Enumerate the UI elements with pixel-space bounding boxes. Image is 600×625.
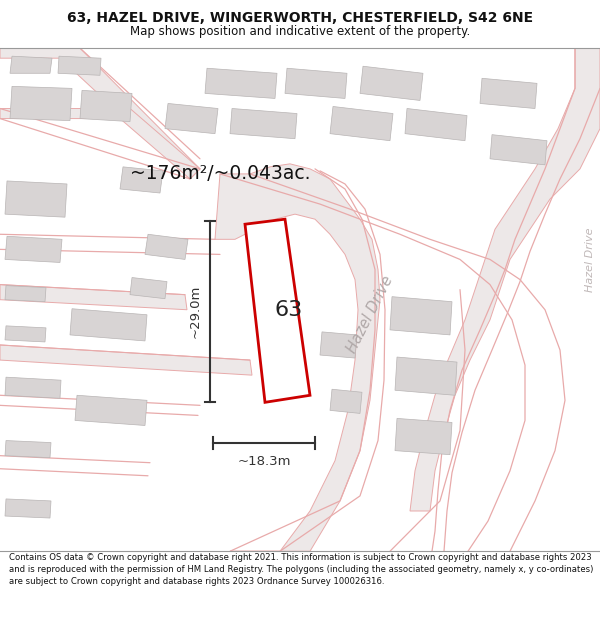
Polygon shape bbox=[5, 286, 46, 302]
Text: Hazel Drive: Hazel Drive bbox=[344, 274, 396, 356]
Polygon shape bbox=[0, 284, 187, 310]
Polygon shape bbox=[0, 48, 200, 179]
Polygon shape bbox=[245, 219, 310, 402]
Polygon shape bbox=[410, 48, 600, 511]
Polygon shape bbox=[395, 418, 452, 454]
Text: Map shows position and indicative extent of the property.: Map shows position and indicative extent… bbox=[130, 26, 470, 39]
Polygon shape bbox=[58, 56, 101, 75]
Polygon shape bbox=[130, 278, 167, 299]
Text: 63: 63 bbox=[274, 300, 302, 320]
Polygon shape bbox=[5, 441, 51, 458]
Polygon shape bbox=[80, 91, 132, 122]
Polygon shape bbox=[285, 68, 347, 98]
Polygon shape bbox=[480, 78, 537, 109]
Polygon shape bbox=[165, 104, 218, 134]
Polygon shape bbox=[5, 181, 67, 217]
Polygon shape bbox=[5, 377, 61, 398]
Polygon shape bbox=[5, 499, 51, 518]
Polygon shape bbox=[75, 395, 147, 426]
Polygon shape bbox=[10, 86, 72, 121]
Polygon shape bbox=[205, 68, 277, 98]
Polygon shape bbox=[395, 357, 457, 395]
Polygon shape bbox=[230, 109, 297, 139]
Text: Contains OS data © Crown copyright and database right 2021. This information is : Contains OS data © Crown copyright and d… bbox=[9, 554, 593, 586]
Text: ~176m²/~0.043ac.: ~176m²/~0.043ac. bbox=[130, 164, 311, 183]
Text: Hazel Drive: Hazel Drive bbox=[585, 227, 595, 292]
Polygon shape bbox=[145, 234, 188, 259]
Polygon shape bbox=[0, 345, 252, 375]
Text: 63, HAZEL DRIVE, WINGERWORTH, CHESTERFIELD, S42 6NE: 63, HAZEL DRIVE, WINGERWORTH, CHESTERFIE… bbox=[67, 11, 533, 24]
Polygon shape bbox=[5, 236, 62, 262]
Polygon shape bbox=[405, 109, 467, 141]
Text: ~18.3m: ~18.3m bbox=[237, 454, 291, 468]
Polygon shape bbox=[330, 389, 362, 413]
Polygon shape bbox=[70, 309, 147, 341]
Polygon shape bbox=[0, 109, 200, 179]
Polygon shape bbox=[215, 164, 380, 551]
Polygon shape bbox=[490, 134, 547, 165]
Polygon shape bbox=[330, 106, 393, 141]
Text: ~29.0m: ~29.0m bbox=[189, 285, 202, 339]
Polygon shape bbox=[360, 66, 423, 101]
Polygon shape bbox=[10, 56, 52, 73]
Polygon shape bbox=[120, 167, 163, 193]
Polygon shape bbox=[5, 326, 46, 342]
Polygon shape bbox=[390, 297, 452, 335]
Polygon shape bbox=[320, 332, 357, 358]
